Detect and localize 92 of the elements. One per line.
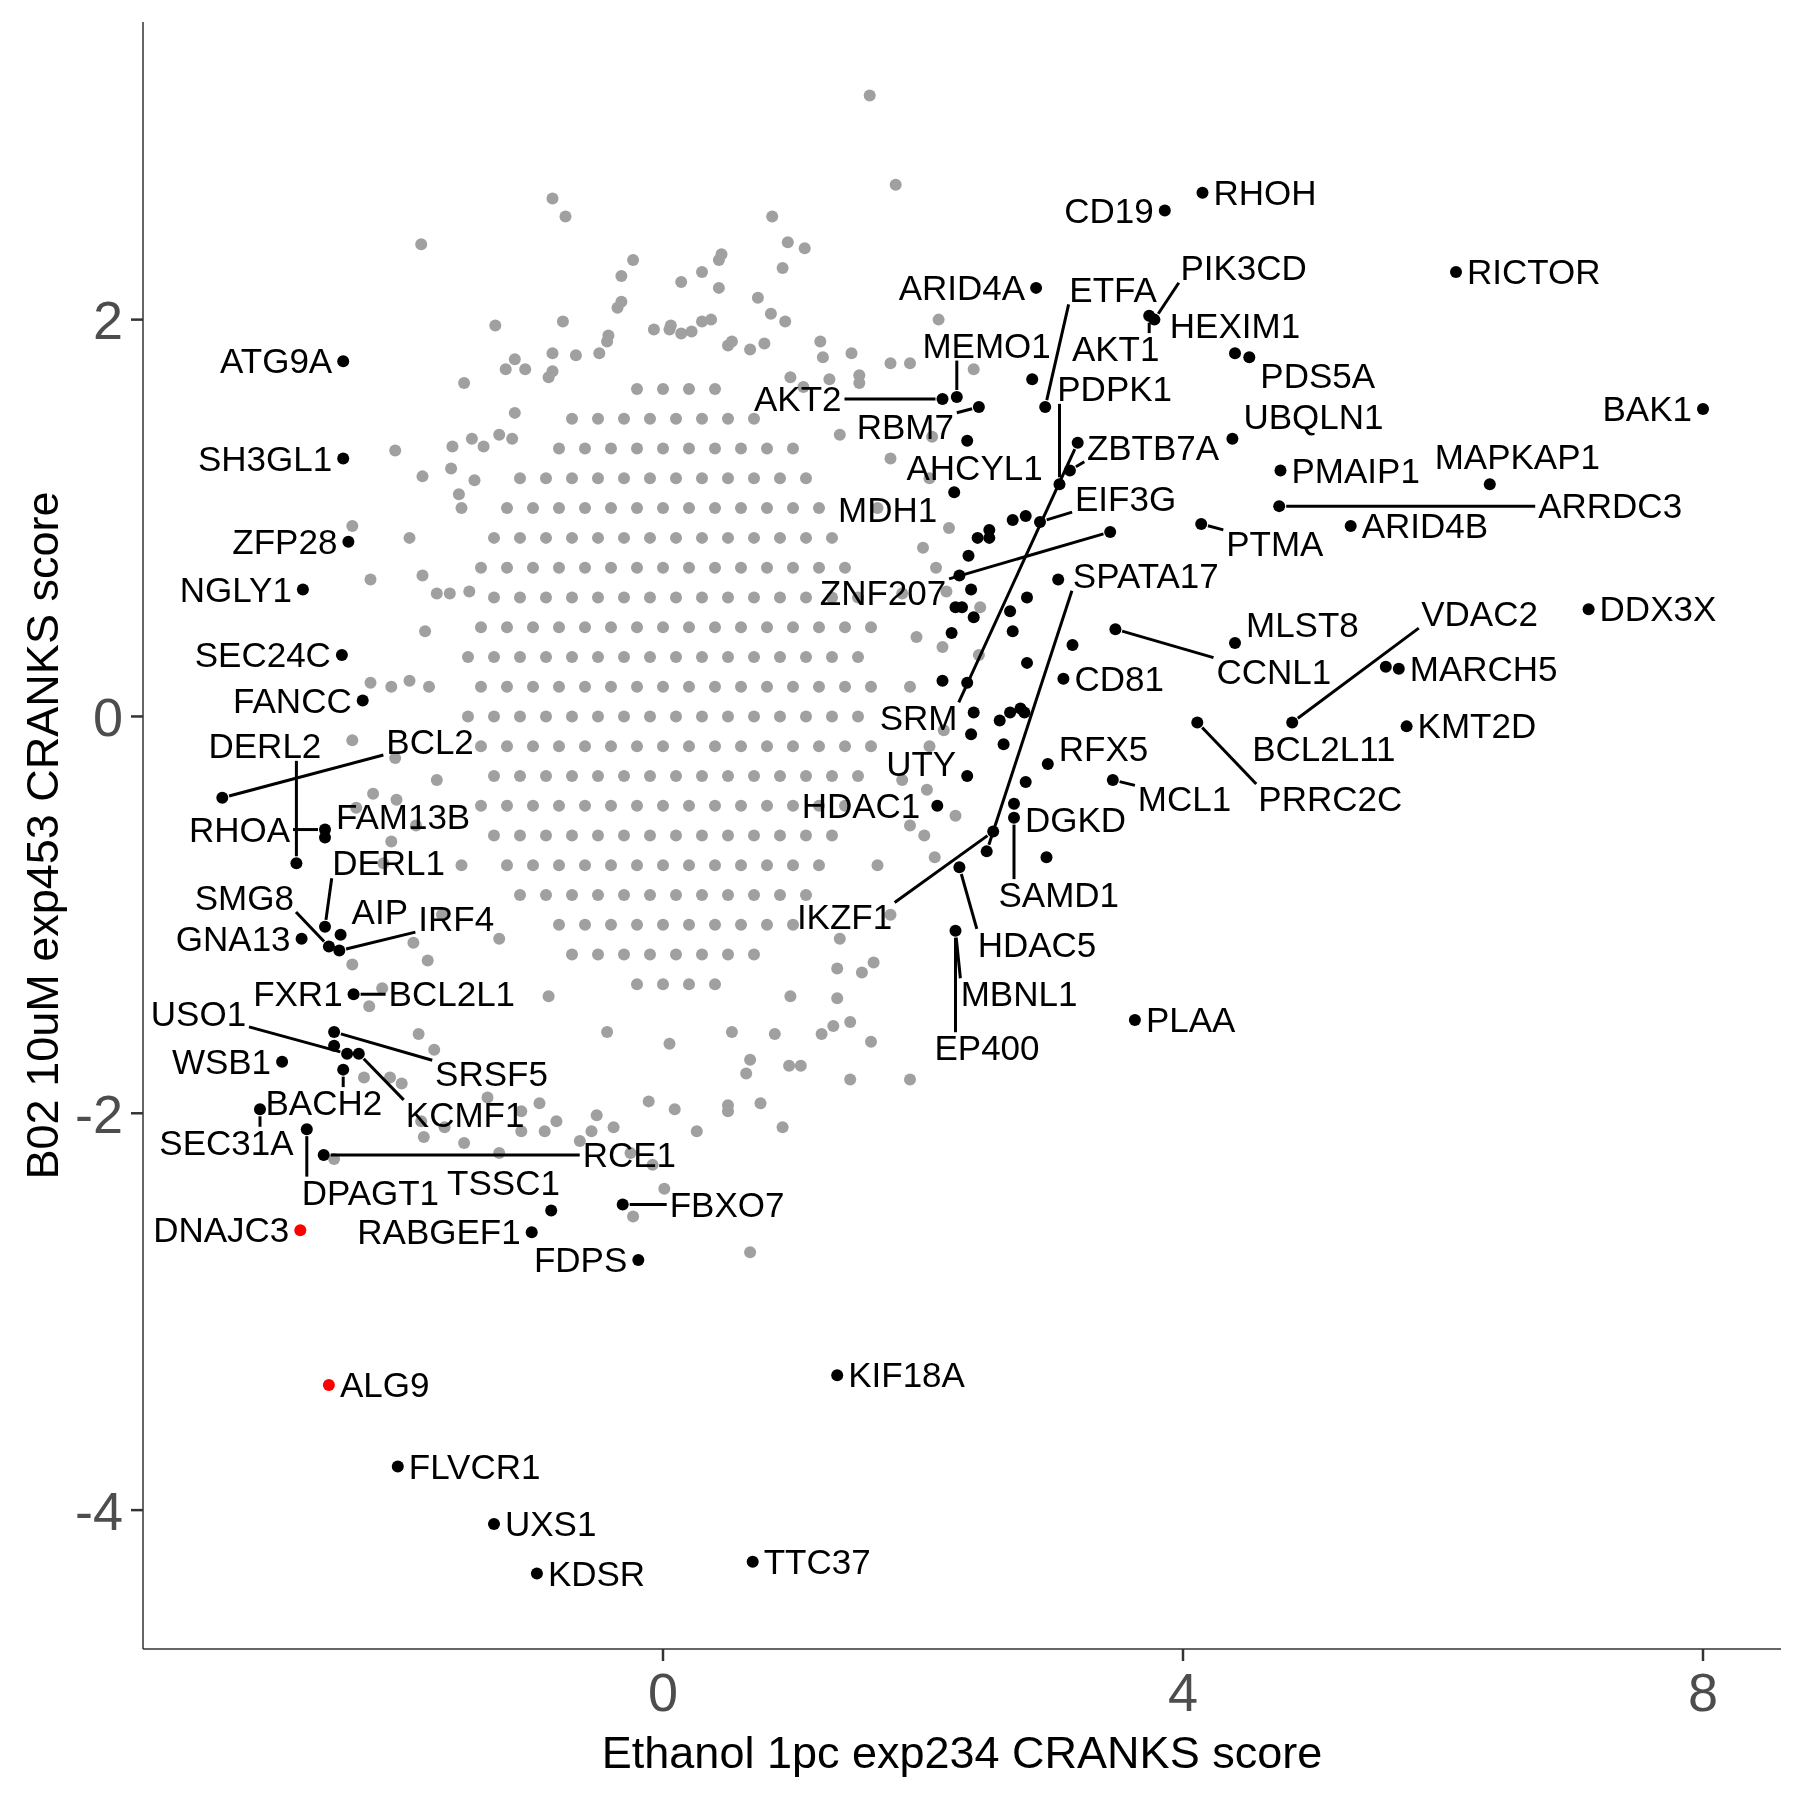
annotation: PMAIP1: [1291, 450, 1420, 490]
annotation: DNAJC3: [153, 1210, 290, 1250]
annotation: FDPS: [533, 1240, 628, 1280]
annotation: UTY: [886, 743, 957, 783]
annotation: ZFP28: [232, 521, 338, 561]
annotation: TSSC1: [447, 1163, 560, 1203]
y-tick-label: -4: [74, 1480, 123, 1541]
annotation: ARID4A: [898, 268, 1026, 307]
annotation: PTMA: [1226, 523, 1325, 563]
annotation: RBM7: [856, 406, 954, 446]
annotation: FLVCR1: [408, 1446, 541, 1486]
annotation: BACH2: [265, 1083, 383, 1123]
annotation: SPATA17: [1072, 555, 1219, 595]
annotation: DDX3X: [1599, 589, 1717, 629]
y-tick-label: -2: [74, 1083, 123, 1144]
annotation: HDAC1: [801, 785, 921, 825]
annotation: BCL2L1: [388, 974, 516, 1014]
annotation: SH3GL1: [197, 438, 333, 478]
annotation: PIK3CD: [1180, 248, 1307, 288]
annotation: ARRDC3: [1538, 486, 1683, 526]
annotation: KMT2D: [1417, 706, 1537, 746]
annotation: SMG8: [194, 877, 294, 917]
annotation: SRM: [879, 698, 958, 738]
annotation: MCL1: [1137, 779, 1232, 819]
annotation: WSB1: [171, 1041, 272, 1081]
annotation: ALG9: [339, 1365, 430, 1405]
annotation: GNA13: [175, 918, 291, 958]
annotation: MBNL1: [960, 974, 1078, 1014]
annotation: IRF4: [418, 899, 495, 939]
annotation: DERL2: [208, 725, 322, 765]
y-axis-title: B02 10uM exp453 CRANKS score: [17, 491, 68, 1180]
x-tick-label: 0: [647, 1662, 679, 1722]
annotation: RICTOR: [1467, 252, 1601, 292]
annotation: AIP: [351, 892, 409, 932]
annotation: RHOA: [188, 809, 291, 849]
annotation: USO1: [150, 994, 247, 1034]
annotation: RCE1: [582, 1135, 677, 1175]
annotation: CD19: [1064, 190, 1154, 230]
annotation: KCMF1: [405, 1095, 525, 1135]
annotation: RHOH: [1213, 172, 1317, 212]
annotation: CD81: [1074, 658, 1164, 698]
annotation: RABGEF1: [357, 1212, 521, 1252]
x-tick-label: 4: [1167, 1662, 1199, 1722]
annotation: FBXO7: [669, 1184, 785, 1224]
y-tick-label: 0: [92, 686, 123, 747]
annotation: HDAC5: [977, 924, 1097, 964]
annotation: ATG9A: [220, 341, 333, 381]
annotation: DPAGT1: [301, 1172, 440, 1212]
annotation: SAMD1: [998, 875, 1120, 915]
annotation: UBQLN1: [1243, 397, 1384, 437]
annotation: ZNF207: [819, 572, 947, 612]
annotation: PDPK1: [1057, 368, 1173, 408]
annotation: DERL1: [332, 843, 445, 883]
annotation: BAK1: [1602, 389, 1692, 429]
annotation: PRRC2C: [1258, 779, 1403, 819]
annotation: ZBTB7A: [1086, 428, 1220, 468]
annotation: KIF18A: [848, 1355, 966, 1395]
annotation: ETFA: [1069, 269, 1158, 309]
y-tick-label: 2: [92, 290, 123, 351]
annotation: IKZF1: [796, 897, 893, 937]
annotation: BCL2L11: [1252, 728, 1396, 768]
annotation: DGKD: [1025, 800, 1127, 840]
annotation: FANCC: [233, 680, 352, 720]
annotation: UXS1: [505, 1504, 597, 1544]
x-axis-title: Ethanol 1pc exp234 CRANKS score: [601, 1727, 1323, 1778]
annotation: FAM13B: [335, 796, 471, 836]
annotation: EP400: [934, 1028, 1040, 1068]
annotation: TTC37: [763, 1541, 871, 1581]
annotation: MDH1: [838, 490, 938, 530]
annotation: MAPKAP1: [1434, 436, 1601, 476]
annotation: AKT1: [1071, 329, 1160, 369]
annotation: PLAA: [1145, 1000, 1237, 1040]
annotation: BCL2: [386, 722, 474, 762]
annotation: HEXIM1: [1169, 305, 1301, 345]
annotation: SRSF5: [435, 1054, 548, 1094]
annotation: SEC24C: [194, 635, 331, 675]
annotation: AHCYL1: [906, 448, 1043, 488]
annotation: MEMO1: [922, 325, 1051, 365]
annotation: MARCH5: [1409, 648, 1558, 688]
annotation: MLST8: [1246, 605, 1359, 645]
annotation: FXR1: [253, 974, 343, 1014]
annotation: NGLY1: [179, 569, 292, 609]
annotation: EIF3G: [1075, 479, 1177, 519]
x-tick-label: 8: [1687, 1662, 1719, 1722]
annotation: KDSR: [547, 1553, 646, 1593]
annotation: PDS5A: [1260, 355, 1376, 395]
annotation: AKT2: [753, 379, 842, 419]
annotation: ARID4B: [1361, 506, 1489, 546]
annotation: SEC31A: [159, 1122, 295, 1162]
annotation: CCNL1: [1216, 651, 1332, 691]
annotation: VDAC2: [1421, 594, 1538, 634]
annotation: RFX5: [1058, 729, 1149, 769]
